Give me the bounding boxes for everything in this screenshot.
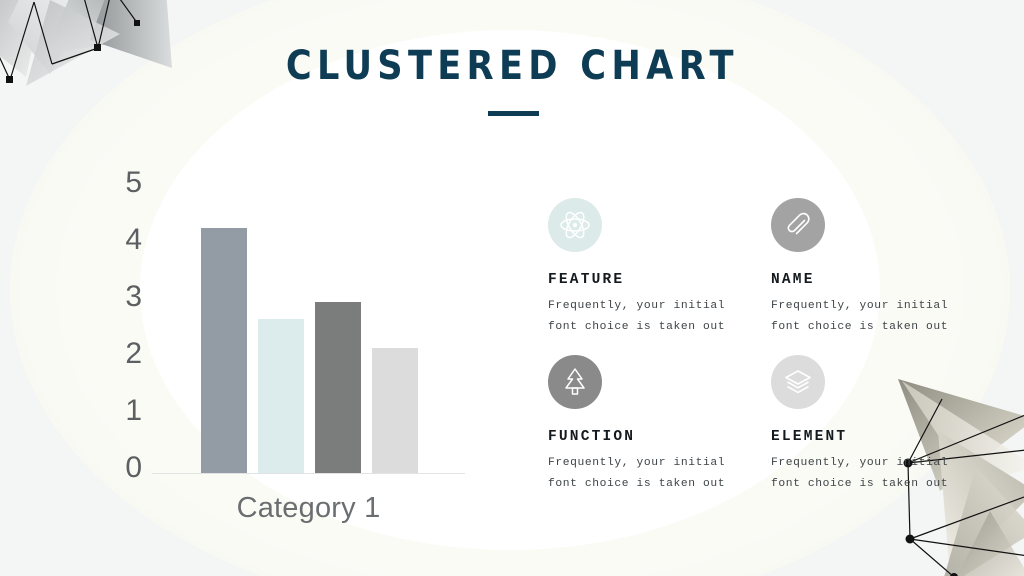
- feature-body-line-1: Frequently, your initial: [548, 457, 726, 469]
- feature-body-line-2: font choice is taken out: [548, 478, 726, 490]
- feature-title: FUNCTION: [548, 429, 636, 445]
- bar-series-1[interactable]: [201, 227, 247, 473]
- y-axis-tick-labels: 5 4 3 2 1 0: [108, 168, 142, 494]
- y-tick-1: 1: [125, 394, 142, 427]
- feature-body: Frequently, your initial font choice is …: [771, 296, 971, 338]
- feature-body-line-2: font choice is taken out: [548, 321, 726, 333]
- bar-series-3[interactable]: [315, 302, 361, 473]
- layers-icon: [771, 355, 825, 409]
- y-tick-0: 0: [125, 451, 142, 484]
- feature-body-line-2: font choice is taken out: [771, 478, 949, 490]
- feature-item-element[interactable]: ELEMENT Frequently, your initial font ch…: [771, 355, 971, 495]
- feature-title: FEATURE: [548, 272, 625, 288]
- clustered-bar-chart: 5 4 3 2 1 0 Category 1: [0, 0, 500, 576]
- atom-icon: [548, 198, 602, 252]
- x-axis-category-label: Category 1: [236, 492, 381, 524]
- y-tick-3: 3: [125, 280, 142, 313]
- slide-title-wrapper: CLUSTERED CHART: [0, 46, 1024, 86]
- page-title: CLUSTERED CHART: [285, 43, 739, 89]
- feature-title: NAME: [771, 272, 815, 288]
- feature-body-line-1: Frequently, your initial: [771, 457, 949, 469]
- y-tick-5: 5: [125, 166, 142, 199]
- x-axis-line: [152, 472, 465, 474]
- feature-grid: FEATURE Frequently, your initial font ch…: [548, 198, 968, 498]
- feature-body-line-1: Frequently, your initial: [548, 300, 726, 312]
- feature-body: Frequently, your initial font choice is …: [548, 453, 748, 495]
- feature-body: Frequently, your initial font choice is …: [548, 296, 748, 338]
- feature-title: ELEMENT: [771, 429, 848, 445]
- title-underline-rule: [488, 111, 539, 116]
- feature-item-feature[interactable]: FEATURE Frequently, your initial font ch…: [548, 198, 748, 338]
- feature-body: Frequently, your initial font choice is …: [771, 453, 971, 495]
- feature-body-line-2: font choice is taken out: [771, 321, 949, 333]
- feature-item-name[interactable]: NAME Frequently, your initial font choic…: [771, 198, 971, 338]
- y-tick-4: 4: [125, 223, 142, 256]
- bar-series-2[interactable]: [258, 319, 304, 473]
- tree-icon: [548, 355, 602, 409]
- feature-body-line-1: Frequently, your initial: [771, 300, 949, 312]
- y-tick-2: 2: [125, 337, 142, 370]
- feature-item-function[interactable]: FUNCTION Frequently, your initial font c…: [548, 355, 748, 495]
- bar-series-4[interactable]: [372, 347, 418, 473]
- paperclip-icon: [771, 198, 825, 252]
